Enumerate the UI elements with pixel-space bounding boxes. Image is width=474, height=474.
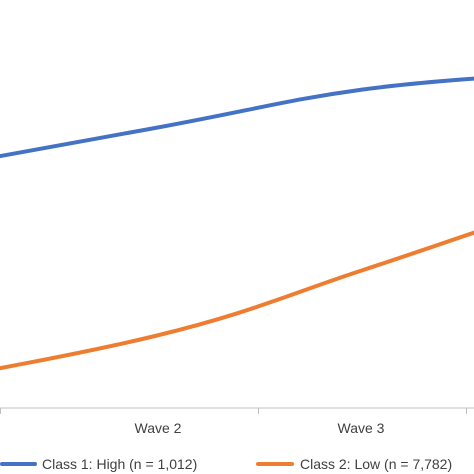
x-tick-label: Wave 2 xyxy=(135,420,182,436)
series-line-1 xyxy=(0,76,474,159)
x-axis xyxy=(0,407,474,414)
x-tick-label: Wave 3 xyxy=(338,420,385,436)
legend-label-1: Class 1: High (n = 1,012) xyxy=(42,456,197,472)
legend: Class 1: High (n = 1,012) Class 2: Low (n… xyxy=(0,456,452,472)
series-line-2 xyxy=(0,230,474,371)
x-tick-labels: Wave 2 Wave 3 xyxy=(135,420,385,436)
series-lines xyxy=(0,76,474,371)
legend-label-2: Class 2: Low (n = 7,782) xyxy=(300,456,452,472)
